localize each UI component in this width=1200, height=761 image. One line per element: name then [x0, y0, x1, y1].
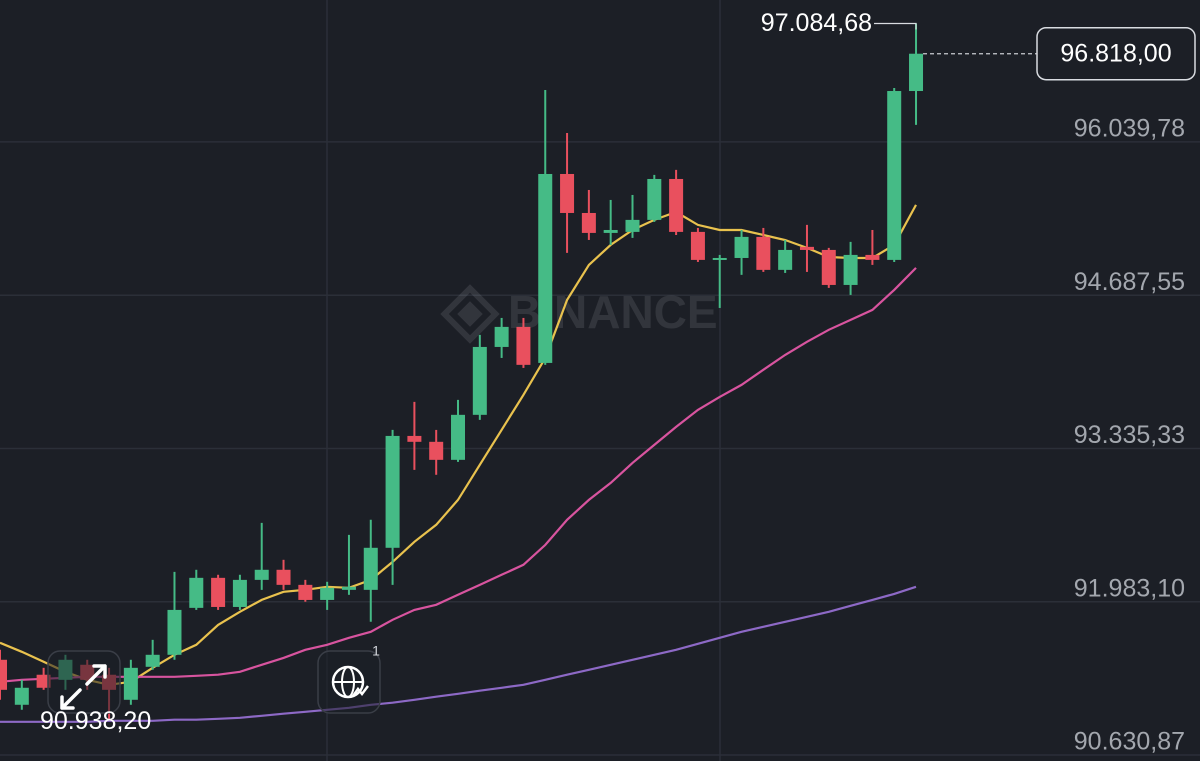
y-tick-label: 96.039,78	[1074, 115, 1185, 143]
last-price-tag	[1036, 26, 1196, 81]
plot	[0, 23, 924, 723]
candle-body	[429, 441, 444, 460]
candle-body	[0, 659, 7, 690]
candle-body	[36, 674, 51, 688]
candle-body	[363, 547, 378, 590]
candle-body	[887, 91, 902, 260]
candle-body	[712, 257, 727, 260]
min-label: 90.938,20	[40, 707, 151, 735]
candle-body	[341, 586, 356, 590]
candle-body	[669, 178, 684, 232]
candle-body	[799, 246, 814, 250]
globe-button[interactable]: 1	[317, 643, 381, 714]
candle-body	[625, 219, 640, 232]
candle-body	[734, 236, 749, 258]
candle-body	[385, 435, 400, 548]
candle-body	[560, 173, 575, 213]
candle-body	[14, 687, 29, 705]
y-tick-label: 94.687,55	[1074, 268, 1185, 296]
candle-body	[123, 667, 138, 700]
candle-body	[276, 569, 291, 585]
max-label: 97.084,68	[761, 9, 872, 37]
candle-body	[211, 577, 226, 607]
moving-average-line	[0, 585, 917, 723]
candle-body	[603, 229, 618, 233]
candle-body	[843, 254, 858, 285]
last-price-label: 96.818,00	[1060, 39, 1171, 67]
grid	[0, 141, 1200, 756]
max-marker-line	[874, 22, 917, 30]
y-tick-label: 90.630,87	[1074, 728, 1185, 756]
candle-body	[756, 236, 771, 270]
candle-body	[581, 212, 596, 233]
candle-body	[821, 249, 836, 285]
candle-body	[451, 414, 466, 460]
candle-body	[909, 53, 924, 92]
candle-body	[472, 346, 487, 415]
candle-body	[145, 654, 160, 667]
candle-body	[254, 569, 269, 580]
candle-body	[494, 326, 509, 347]
candle-body	[690, 231, 705, 260]
y-tick-label: 93.335,33	[1074, 421, 1185, 449]
labels: 96.039,78 94.687,55 93.335,33 91.983,10 90.6…	[40, 9, 1196, 756]
candle-body	[167, 609, 182, 655]
candle-body	[865, 254, 880, 260]
candle-body	[647, 178, 662, 220]
candle-body	[538, 173, 553, 363]
candle-body	[407, 435, 422, 442]
badge: 1	[372, 643, 380, 659]
candle-body	[232, 579, 247, 607]
candle-body	[516, 326, 531, 365]
moving-average-line	[0, 267, 917, 683]
candle-body	[189, 577, 204, 608]
y-tick-label: 91.983,10	[1074, 574, 1185, 602]
candle-body	[320, 587, 335, 600]
candle-body	[298, 584, 313, 600]
expand-button[interactable]	[47, 650, 121, 714]
candle-body	[778, 249, 793, 270]
